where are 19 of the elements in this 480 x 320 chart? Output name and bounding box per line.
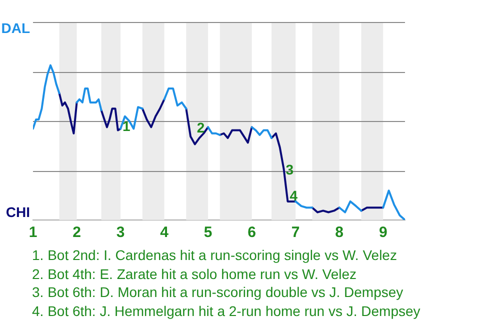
text: DAL (1, 20, 30, 36)
annotation: 2 (196, 120, 205, 136)
x-tick-label: 9 (378, 224, 388, 242)
x-tick-label: 1 (28, 224, 38, 242)
x-tick-label: 6 (248, 224, 256, 242)
x-tick-label: 2 (72, 224, 81, 242)
text: CHI (6, 204, 30, 220)
x-tick-label: 4 (160, 224, 170, 242)
annotation: 4 (290, 188, 298, 204)
x-tick-label: 3 (116, 224, 125, 242)
annotation: 1 (122, 118, 131, 134)
x-tick-label: 8 (335, 224, 344, 242)
x-tick-label: 5 (204, 224, 212, 242)
text: 1. Bot 2nd: I. Cardenas hit a run-scoring single vs W. Velez (32, 246, 398, 264)
text: 2. Bot 4th: E. Zarate hit a solo home run vs W. Velez (32, 264, 358, 283)
text: 4. Bot 6th: J. Hemmelgarn hit a 2-run home run vs J. Dempsey (32, 302, 420, 320)
annotation: 3 (286, 161, 294, 178)
x-tick-label: 7 (291, 224, 300, 242)
text: 3. Bot 6th: D. Moran hit a run-scoring double vs J. Dempsey (32, 283, 404, 302)
